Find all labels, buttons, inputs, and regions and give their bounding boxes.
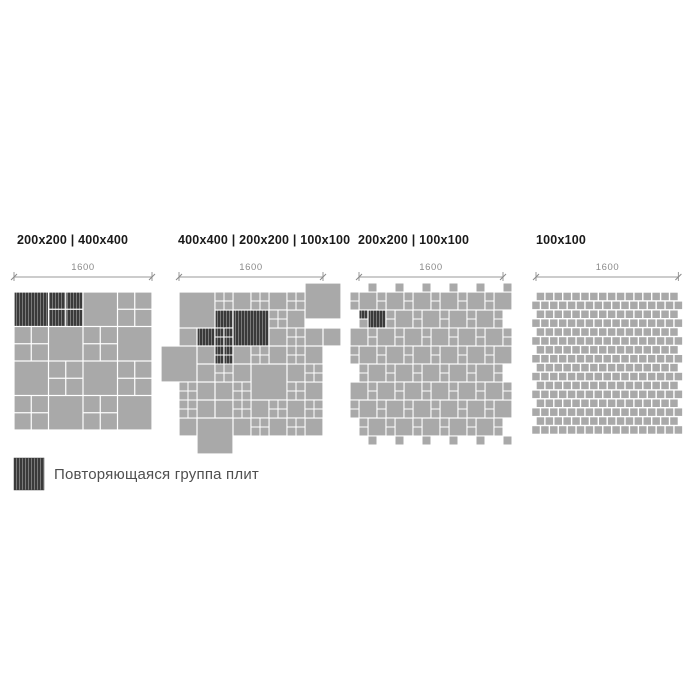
panel-4-title: 100x100	[536, 233, 587, 247]
panel-1-dim-line	[10, 272, 156, 281]
panel-4-dim-line	[532, 272, 682, 281]
panel-2-dim-line	[175, 272, 327, 281]
panel-3-tiles	[350, 283, 512, 445]
panel-1-tiles	[14, 292, 152, 430]
legend-label: Повторяющаяся группа плит	[54, 466, 259, 483]
panel-3-dim-label: 1600	[419, 262, 443, 273]
panel-1-title: 200x200 | 400x400	[17, 233, 129, 247]
legend-swatch	[13, 457, 45, 491]
panel-3-dim-line	[355, 272, 507, 281]
panel-1-dim-label: 1600	[71, 262, 95, 273]
panel-3-title: 200x200 | 100x100	[358, 233, 470, 247]
panel-2-dim-label: 1600	[239, 262, 263, 273]
panel-2-tiles	[161, 283, 341, 454]
panel-2-title: 400x400 | 200x200 | 100x100	[178, 233, 351, 247]
panel-4-dim-label: 1600	[595, 262, 620, 273]
panel-4-tiles	[532, 292, 683, 434]
